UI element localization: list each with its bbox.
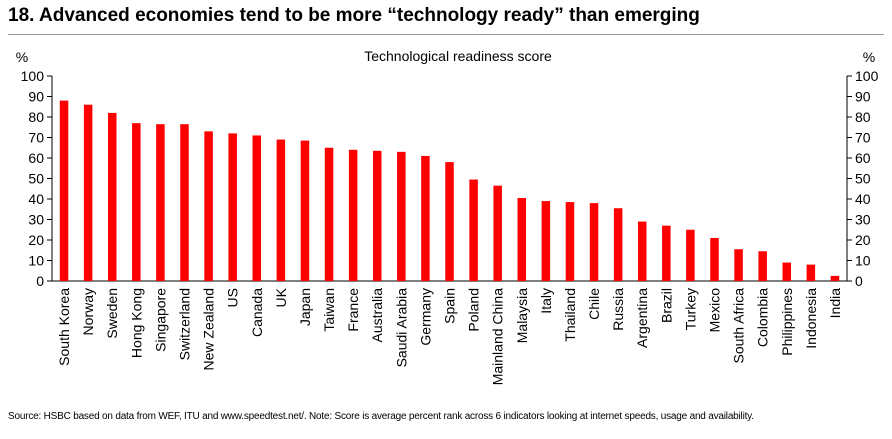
y-tick-label-left: 100 — [21, 68, 45, 84]
x-tick-label: Spain — [442, 288, 458, 324]
y-tick-label-right: 90 — [855, 89, 871, 105]
bar — [806, 264, 816, 281]
bar — [662, 225, 671, 281]
bar — [421, 155, 430, 281]
y-tick-label-left: 60 — [28, 150, 44, 166]
x-tick-label: South Africa — [731, 288, 747, 364]
x-tick-label: Malaysia — [514, 288, 530, 343]
bar — [565, 202, 575, 281]
y-axis-left-unit: % — [16, 49, 28, 65]
bar — [252, 135, 262, 281]
x-tick-label: Mexico — [707, 288, 723, 333]
x-tick-label: Brazil — [658, 288, 674, 323]
x-tick-label: Germany — [417, 288, 433, 346]
y-tick-label-right: 0 — [855, 273, 863, 289]
bar — [397, 151, 406, 281]
bar — [372, 150, 382, 281]
x-tick-label: France — [345, 288, 361, 332]
y-tick-label-right: 100 — [855, 68, 879, 84]
bar — [637, 221, 647, 281]
x-tick-label: Indonesia — [803, 288, 819, 349]
bar — [204, 131, 213, 281]
x-tick-label: Turkey — [682, 288, 698, 330]
x-tick-label: Hong Kong — [128, 288, 144, 358]
y-tick-label-right: 50 — [855, 171, 871, 187]
x-tick-label: UK — [273, 287, 289, 307]
chart-title: 18. Advanced economies tend to be more “… — [8, 5, 700, 26]
y-tick-label-left: 90 — [28, 89, 44, 105]
x-tick-label: Poland — [466, 288, 482, 332]
bar — [686, 229, 695, 281]
x-tick-label: Switzerland — [177, 288, 193, 360]
bar — [710, 237, 719, 281]
y-tick-label-left: 20 — [28, 232, 44, 248]
y-tick-label-left: 40 — [28, 191, 44, 207]
y-tick-label-left: 80 — [28, 109, 44, 125]
x-tick-label: Taiwan — [321, 288, 337, 332]
x-tick-label: Argentina — [634, 288, 650, 348]
y-tick-label-right: 70 — [855, 130, 871, 146]
x-tick-label: New Zealand — [201, 288, 217, 371]
bar — [107, 112, 117, 282]
bar — [300, 140, 310, 281]
y-tick-label-left: 70 — [28, 130, 44, 146]
bar — [493, 185, 502, 281]
x-tick-label: Norway — [80, 288, 96, 335]
x-tick-label: Italy — [538, 288, 554, 314]
y-axis-right-unit: % — [863, 49, 875, 65]
x-tick-label: Thailand — [562, 288, 578, 342]
x-tick-label: India — [827, 288, 843, 319]
source-note: Source: HSBC based on data from WEF, ITU… — [8, 411, 754, 422]
bar — [156, 124, 165, 281]
bar — [324, 147, 334, 281]
x-tick-label: South Korea — [56, 288, 72, 366]
y-tick-label-right: 80 — [855, 109, 871, 125]
x-tick-label: Colombia — [755, 288, 771, 347]
x-tick-label: Chile — [586, 288, 602, 320]
bar — [541, 201, 551, 281]
bar — [734, 249, 743, 281]
y-tick-label-right: 10 — [855, 253, 871, 269]
x-tick-label: US — [225, 288, 241, 307]
bar — [782, 262, 792, 281]
chart-subtitle: Technological readiness score — [364, 48, 552, 64]
bar — [83, 104, 93, 281]
bar — [445, 162, 454, 281]
bar — [276, 139, 286, 281]
x-tick-label: Mainland China — [490, 288, 506, 385]
y-tick-label-right: 20 — [855, 232, 871, 248]
x-tick-label: Saudi Arabia — [393, 288, 409, 368]
bar — [589, 203, 599, 281]
y-tick-label-left: 50 — [28, 171, 44, 187]
bar — [830, 275, 840, 281]
bar — [228, 133, 237, 281]
x-tick-label: Australia — [369, 288, 385, 343]
y-tick-label-right: 40 — [855, 191, 871, 207]
bar — [517, 197, 527, 281]
y-tick-label-right: 30 — [855, 212, 871, 228]
x-tick-label: Singapore — [152, 288, 168, 352]
bar — [758, 251, 767, 281]
x-tick-label: Canada — [249, 288, 265, 337]
bar — [132, 123, 141, 282]
bar — [180, 124, 189, 281]
bar — [613, 208, 623, 281]
x-tick-label: Sweden — [104, 288, 120, 339]
y-tick-label-left: 30 — [28, 212, 44, 228]
y-tick-label-left: 10 — [28, 253, 44, 269]
bar — [348, 149, 358, 281]
x-tick-label: Japan — [297, 288, 313, 326]
bar — [469, 179, 478, 281]
y-tick-label-left: 0 — [36, 273, 44, 289]
title-divider — [8, 34, 884, 35]
bar — [59, 100, 69, 281]
y-tick-label-right: 60 — [855, 150, 871, 166]
x-tick-label: Philippines — [779, 288, 795, 356]
x-tick-label: Russia — [610, 288, 626, 331]
